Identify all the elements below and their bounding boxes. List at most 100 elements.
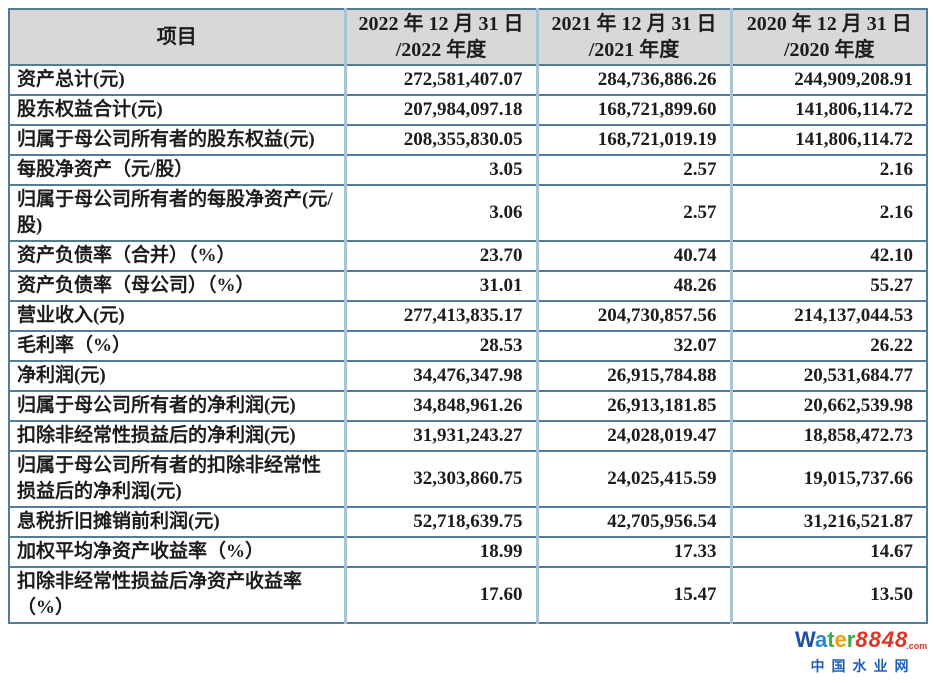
watermark-number: 8848 <box>855 627 909 652</box>
value-cell-2021: 168,721,899.60 <box>535 94 733 126</box>
value-cell-2021: 40.74 <box>535 240 733 272</box>
header-cell-2022: 2022 年 12 月 31 日 /2022 年度 <box>343 8 539 66</box>
row-label-cell: 资产负债率（母公司）（%） <box>8 270 347 302</box>
row-label-cell: 归属于母公司所有者的净利润(元) <box>8 390 347 422</box>
watermark-letter: W <box>795 627 815 652</box>
value-cell-2022: 34,848,961.26 <box>343 390 539 422</box>
value-cell-2020: 13.50 <box>729 566 928 624</box>
value-cell-2022: 34,476,347.98 <box>343 360 539 392</box>
watermark-letter: a <box>814 627 828 652</box>
value-cell-2021: 24,025,415.59 <box>535 450 733 508</box>
row-label-cell: 息税折旧摊销前利润(元) <box>8 506 347 538</box>
watermark-letter: t <box>827 627 835 652</box>
header-cell-item: 项目 <box>8 8 347 66</box>
value-cell-2020: 141,806,114.72 <box>729 94 928 126</box>
value-cell-2020: 244,909,208.91 <box>729 64 928 96</box>
header-2021-year: /2021 年度 <box>588 39 680 61</box>
table-row: 资产负债率（合并）（%） 23.70 40.74 42.10 <box>8 240 928 272</box>
watermark-brand-letters: Water <box>795 627 855 652</box>
table-row: 归属于母公司所有者的净利润(元) 34,848,961.26 26,913,18… <box>8 390 928 422</box>
row-label-cell: 毛利率（%） <box>8 330 347 362</box>
row-label-cell: 资产总计(元) <box>8 64 347 96</box>
value-cell-2020: 26.22 <box>729 330 928 362</box>
header-2022-date: 2022 年 12 月 31 日 <box>358 13 524 35</box>
row-label-cell: 股东权益合计(元) <box>8 94 347 126</box>
row-label-cell: 每股净资产（元/股） <box>8 154 347 186</box>
value-cell-2022: 31.01 <box>343 270 539 302</box>
row-label-cell: 资产负债率（合并）（%） <box>8 240 347 272</box>
value-cell-2020: 2.16 <box>729 184 928 242</box>
value-cell-2020: 214,137,044.53 <box>729 300 928 332</box>
header-cell-2021: 2021 年 12 月 31 日 /2021 年度 <box>535 8 733 66</box>
value-cell-2022: 3.06 <box>343 184 539 242</box>
table-row: 扣除非经常性损益后净资产收益率（%） 17.60 15.47 13.50 <box>8 566 928 624</box>
value-cell-2022: 207,984,097.18 <box>343 94 539 126</box>
value-cell-2020: 18,858,472.73 <box>729 420 928 452</box>
value-cell-2021: 42,705,956.54 <box>535 506 733 538</box>
table-header: 项目 2022 年 12 月 31 日 /2022 年度 2021 年 12 月… <box>8 8 928 66</box>
table-row: 毛利率（%） 28.53 32.07 26.22 <box>8 330 928 362</box>
row-label-cell: 扣除非经常性损益后净资产收益率（%） <box>8 566 347 624</box>
table-row: 股东权益合计(元) 207,984,097.18 168,721,899.60 … <box>8 94 928 126</box>
header-2020-year: /2020 年度 <box>783 39 875 61</box>
row-label-cell: 归属于母公司所有者的股东权益(元) <box>8 124 347 156</box>
value-cell-2021: 2.57 <box>535 154 733 186</box>
header-2021-date: 2021 年 12 月 31 日 <box>551 13 717 35</box>
header-cell-2020: 2020 年 12 月 31 日 /2020 年度 <box>729 8 928 66</box>
row-label-cell: 扣除非经常性损益后的净利润(元) <box>8 420 347 452</box>
watermark-water8848: Water8848.com 中国水业网 <box>795 629 927 675</box>
financial-summary-table: 项目 2022 年 12 月 31 日 /2022 年度 2021 年 12 月… <box>8 8 928 624</box>
value-cell-2021: 17.33 <box>535 536 733 568</box>
table-row: 每股净资产（元/股） 3.05 2.57 2.16 <box>8 154 928 186</box>
value-cell-2022: 272,581,407.07 <box>343 64 539 96</box>
watermark-letter: e <box>834 627 847 652</box>
value-cell-2021: 284,736,886.26 <box>535 64 733 96</box>
table-row: 加权平均净资产收益率（%） 18.99 17.33 14.67 <box>8 536 928 568</box>
row-label-cell: 加权平均净资产收益率（%） <box>8 536 347 568</box>
table-row: 净利润(元) 34,476,347.98 26,915,784.88 20,53… <box>8 360 928 392</box>
value-cell-2020: 42.10 <box>729 240 928 272</box>
value-cell-2021: 24,028,019.47 <box>535 420 733 452</box>
watermark-letter: r <box>846 627 856 652</box>
row-label-cell: 归属于母公司所有者的每股净资产(元/股) <box>8 184 347 242</box>
table-row: 营业收入(元) 277,413,835.17 204,730,857.56 21… <box>8 300 928 332</box>
table-row: 息税折旧摊销前利润(元) 52,718,639.75 42,705,956.54… <box>8 506 928 538</box>
table-row: 归属于母公司所有者的股东权益(元) 208,355,830.05 168,721… <box>8 124 928 156</box>
value-cell-2021: 26,913,181.85 <box>535 390 733 422</box>
value-cell-2020: 2.16 <box>729 154 928 186</box>
row-label-cell: 营业收入(元) <box>8 300 347 332</box>
value-cell-2021: 32.07 <box>535 330 733 362</box>
table-row: 归属于母公司所有者的每股净资产(元/股) 3.06 2.57 2.16 <box>8 184 928 242</box>
value-cell-2020: 55.27 <box>729 270 928 302</box>
table-row: 归属于母公司所有者的扣除非经常性损益后的净利润(元) 32,303,860.75… <box>8 450 928 508</box>
value-cell-2020: 20,662,539.98 <box>729 390 928 422</box>
value-cell-2020: 141,806,114.72 <box>729 124 928 156</box>
header-2022-year: /2022 年度 <box>395 39 487 61</box>
value-cell-2021: 204,730,857.56 <box>535 300 733 332</box>
value-cell-2021: 2.57 <box>535 184 733 242</box>
value-cell-2022: 17.60 <box>343 566 539 624</box>
row-label-cell: 净利润(元) <box>8 360 347 392</box>
header-row: 项目 2022 年 12 月 31 日 /2022 年度 2021 年 12 月… <box>8 8 928 66</box>
value-cell-2020: 19,015,737.66 <box>729 450 928 508</box>
header-2020-date: 2020 年 12 月 31 日 <box>746 13 912 35</box>
value-cell-2021: 168,721,019.19 <box>535 124 733 156</box>
table-row: 资产总计(元) 272,581,407.07 284,736,886.26 24… <box>8 64 928 96</box>
value-cell-2022: 277,413,835.17 <box>343 300 539 332</box>
value-cell-2022: 32,303,860.75 <box>343 450 539 508</box>
value-cell-2022: 31,931,243.27 <box>343 420 539 452</box>
value-cell-2022: 23.70 <box>343 240 539 272</box>
value-cell-2020: 14.67 <box>729 536 928 568</box>
value-cell-2020: 31,216,521.87 <box>729 506 928 538</box>
value-cell-2022: 208,355,830.05 <box>343 124 539 156</box>
watermark-caption: 中国水业网 <box>810 658 916 674</box>
value-cell-2021: 26,915,784.88 <box>535 360 733 392</box>
watermark-brand: Water8848.com <box>795 629 927 655</box>
value-cell-2021: 15.47 <box>535 566 733 624</box>
value-cell-2022: 3.05 <box>343 154 539 186</box>
watermark-com-suffix: .com <box>906 641 928 651</box>
value-cell-2022: 28.53 <box>343 330 539 362</box>
table-row: 扣除非经常性损益后的净利润(元) 31,931,243.27 24,028,01… <box>8 420 928 452</box>
value-cell-2021: 48.26 <box>535 270 733 302</box>
row-label-cell: 归属于母公司所有者的扣除非经常性损益后的净利润(元) <box>8 450 347 508</box>
